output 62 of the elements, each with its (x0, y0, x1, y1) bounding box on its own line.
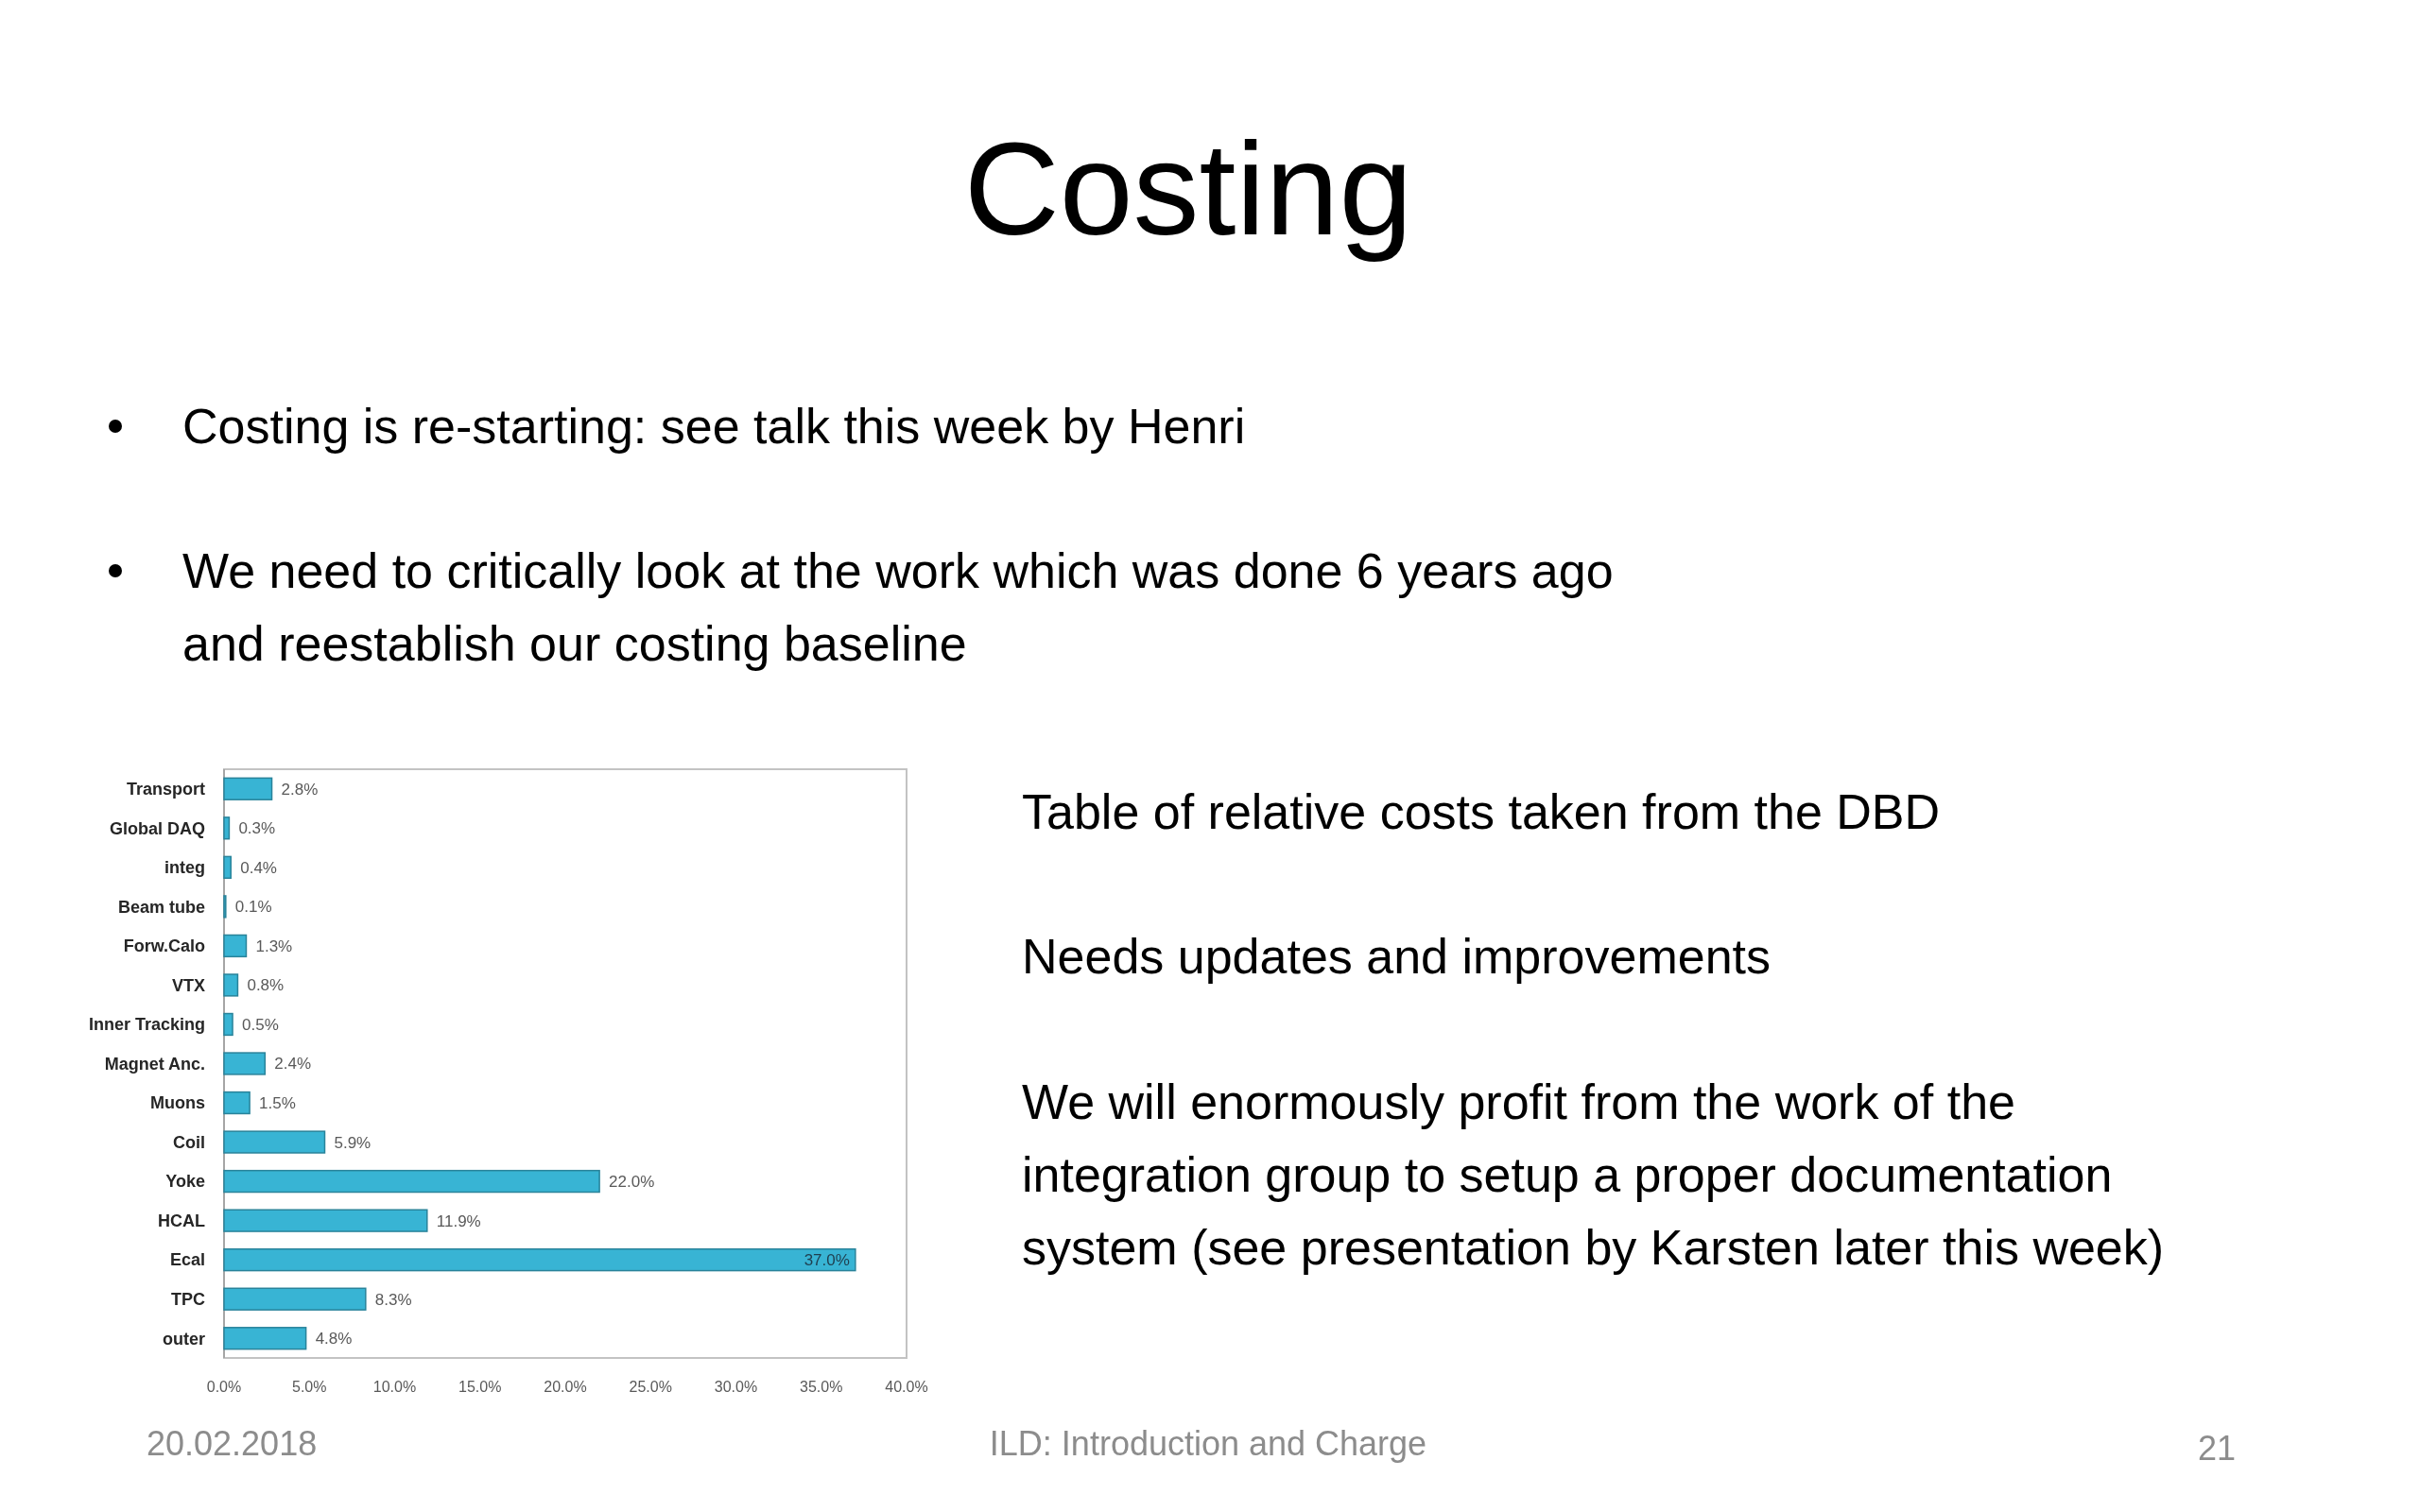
x-tick-label: 35.0% (800, 1379, 843, 1395)
bar (223, 1247, 856, 1272)
data-label: 0.3% (238, 819, 276, 838)
x-tick-label: 20.0% (544, 1379, 587, 1395)
data-label: 2.4% (274, 1055, 312, 1074)
y-tick-label: TPC (171, 1290, 205, 1309)
bar (223, 816, 231, 840)
bar (223, 973, 239, 997)
text: Costing (963, 114, 1413, 263)
bar (223, 855, 232, 880)
data-label: 0.5% (242, 1015, 279, 1034)
bar (223, 934, 248, 958)
y-tick-label: Coil (173, 1132, 205, 1152)
bar (223, 1091, 251, 1115)
data-label: 5.9% (334, 1133, 372, 1152)
data-label: 1.5% (259, 1093, 296, 1112)
y-tick-label: integ (164, 858, 205, 878)
y-tick-label: HCAL (158, 1211, 205, 1230)
text: Table of relative costs taken from the DBD (1022, 784, 1941, 839)
x-tick-label: 15.0% (458, 1379, 502, 1395)
x-tick-label: 40.0% (885, 1379, 928, 1395)
bar (223, 1287, 367, 1311)
x-tick-label: 30.0% (714, 1379, 758, 1395)
y-tick-label: VTX (171, 975, 205, 995)
text: Costing is re-starting: see talk this week by Henri (182, 399, 1246, 454)
y-tick-label: Ecal (169, 1250, 205, 1270)
bar (223, 1169, 600, 1194)
text: Needs updates and improvements (1022, 929, 1772, 984)
y-tick-label: Yoke (165, 1172, 205, 1192)
text: ILD: Introduction and Charge (989, 1424, 1427, 1463)
text: 21 (2197, 1429, 2237, 1468)
data-label: 2.8% (281, 780, 319, 799)
data-label: 22.0% (609, 1173, 655, 1192)
y-tick-label: Magnet Anc. (104, 1054, 205, 1074)
bar (223, 1012, 233, 1037)
bar (223, 1052, 267, 1075)
data-label: 11.9% (436, 1211, 481, 1230)
y-tick-label: outer (163, 1329, 205, 1349)
text: We will enormously profit from the work of the integration group to setup a proper documentation system (see presentation by Karsten later this week) (1022, 1074, 2165, 1275)
bar (223, 1130, 326, 1154)
data-label: 8.3% (374, 1290, 412, 1309)
data-label: 4.8% (315, 1330, 353, 1349)
text: We need to critically look at the work which was done 6 years ago and reestablish our costing baseline (182, 543, 1614, 671)
data-label: 1.3% (255, 936, 293, 955)
bar (223, 1327, 307, 1350)
y-tick-label: Forw.Calo (123, 936, 205, 956)
bar (223, 777, 273, 800)
y-tick-label: Beam tube (117, 897, 205, 917)
data-label: 0.4% (240, 858, 277, 877)
y-tick-label: Global DAQ (109, 818, 205, 838)
y-tick-label: Muons (150, 1093, 205, 1113)
x-tick-label: 5.0% (292, 1379, 327, 1395)
y-tick-label: Inner Tracking (88, 1015, 205, 1035)
y-tick-label: Transport (126, 780, 205, 799)
data-label: 37.0% (804, 1251, 850, 1270)
text: 20.02.2018 (147, 1424, 318, 1463)
x-tick-label: 10.0% (372, 1379, 417, 1395)
x-tick-label: 0.0% (206, 1379, 242, 1395)
data-label: 0.8% (247, 976, 285, 995)
x-tick-label: 25.0% (629, 1379, 672, 1395)
data-label: 0.1% (234, 898, 272, 917)
bar (223, 1209, 428, 1232)
